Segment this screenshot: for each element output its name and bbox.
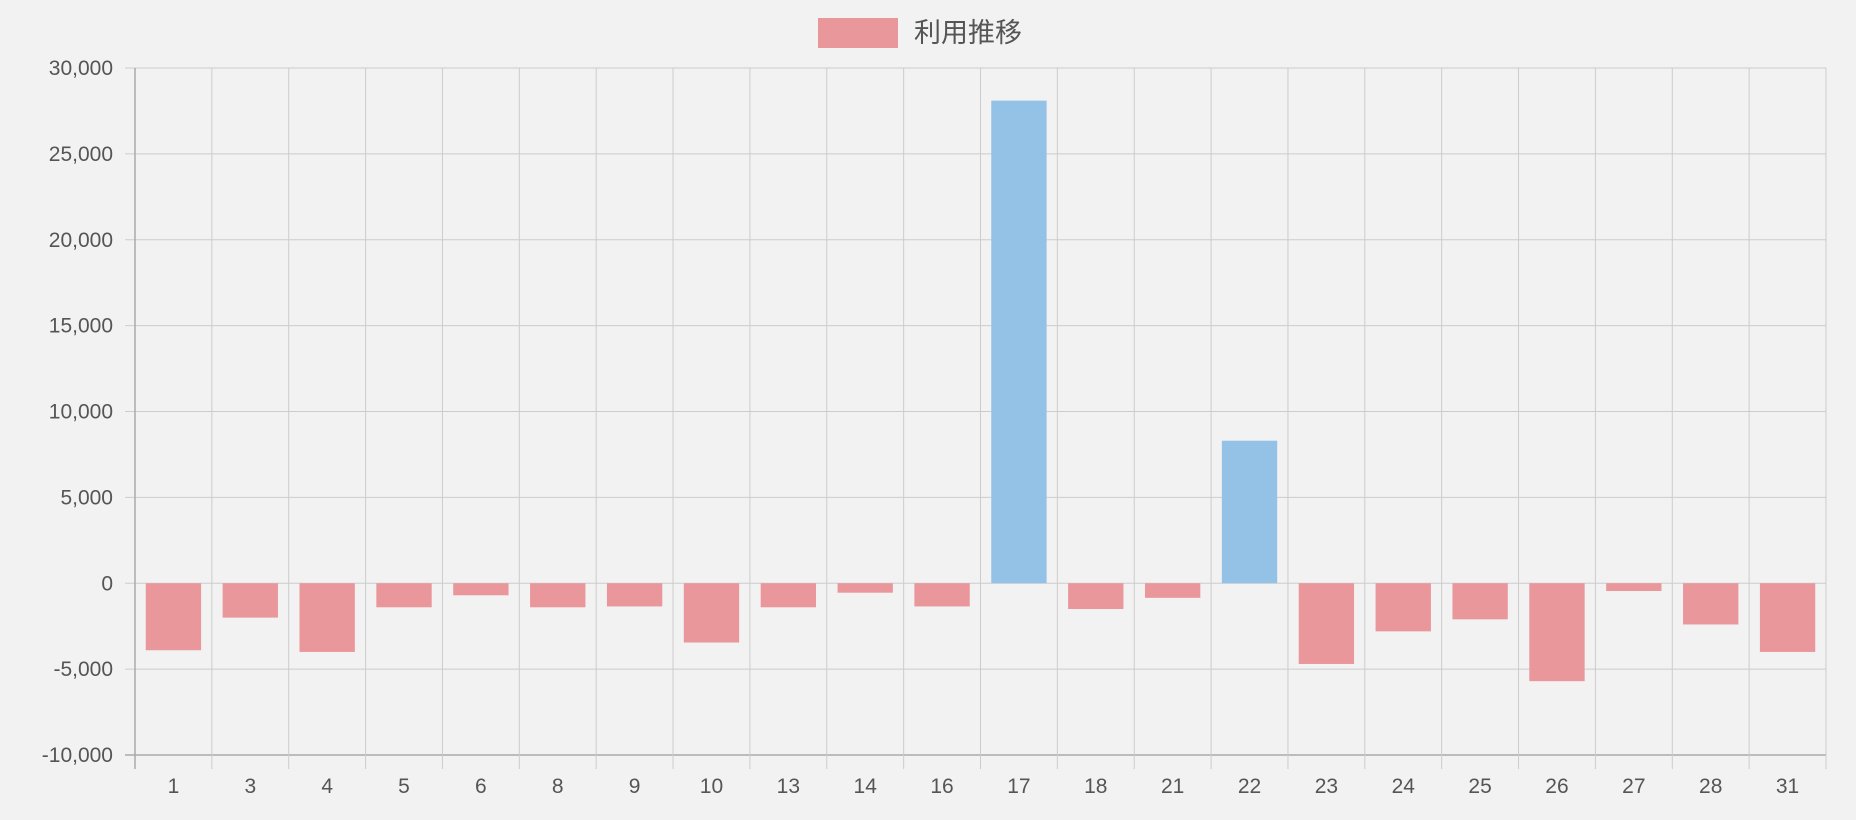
y-tick-label: -5,000 — [53, 658, 113, 681]
bar-14[interactable] — [837, 583, 893, 593]
grid-lines — [125, 67, 1827, 769]
bar-25[interactable] — [1452, 583, 1508, 620]
bar-21[interactable] — [1144, 583, 1201, 598]
bar-27[interactable] — [1606, 583, 1662, 591]
x-tick-label: 10 — [700, 775, 723, 798]
x-tick-label: 22 — [1238, 775, 1261, 798]
bar-1[interactable] — [145, 583, 202, 651]
bar-26[interactable] — [1529, 583, 1585, 682]
x-tick-label: 1 — [168, 775, 180, 798]
y-axis-tick-labels: -10,000 -5,000 0 5,000 10,000 15,000 20,000 25,… — [42, 57, 113, 767]
bar-22[interactable] — [1221, 440, 1278, 584]
bar-16[interactable] — [914, 583, 970, 607]
x-tick-label: 8 — [552, 775, 564, 798]
x-tick-label: 16 — [930, 775, 953, 798]
bar-31[interactable] — [1759, 583, 1816, 652]
y-tick-label: 0 — [101, 572, 113, 595]
y-tick-label: 10,000 — [49, 401, 113, 424]
x-tick-label: 6 — [475, 775, 487, 798]
bar-9[interactable] — [606, 583, 663, 607]
bar-28[interactable] — [1683, 583, 1739, 625]
y-tick-label: -10,000 — [42, 744, 113, 767]
bar-18[interactable] — [1068, 583, 1124, 610]
x-tick-label: 3 — [244, 775, 256, 798]
x-tick-label: 24 — [1392, 775, 1416, 798]
bar-23[interactable] — [1298, 583, 1355, 664]
legend-label: 利用推移 — [914, 18, 1022, 48]
y-tick-label: 15,000 — [49, 315, 113, 338]
y-tick-label: 20,000 — [49, 229, 113, 252]
bar-8[interactable] — [530, 583, 586, 608]
y-tick-label: 30,000 — [49, 57, 113, 80]
x-tick-label: 4 — [321, 775, 333, 798]
bar-24[interactable] — [1375, 583, 1431, 632]
x-tick-label: 27 — [1622, 775, 1645, 798]
bar-13[interactable] — [760, 583, 817, 608]
bar-3[interactable] — [222, 583, 278, 618]
x-tick-label: 21 — [1161, 775, 1184, 798]
x-tick-label: 23 — [1315, 775, 1338, 798]
bar-5[interactable] — [376, 583, 432, 608]
x-tick-label: 14 — [854, 775, 878, 798]
x-axis-tick-labels: 1 3 4 5 6 8 9 10 13 14 16 17 18 21 22 23 24 25 26 27 28 31 — [168, 775, 1800, 798]
bar-6[interactable] — [453, 583, 509, 596]
x-tick-label: 28 — [1699, 775, 1722, 798]
bar-10[interactable] — [683, 583, 740, 643]
legend[interactable]: 利用推移 — [818, 18, 1022, 48]
y-tick-label: 5,000 — [60, 486, 113, 509]
x-tick-label: 9 — [629, 775, 641, 798]
x-tick-label: 13 — [777, 775, 800, 798]
x-tick-label: 18 — [1084, 775, 1107, 798]
bar-4[interactable] — [299, 583, 355, 652]
x-tick-label: 26 — [1545, 775, 1568, 798]
x-tick-label: 25 — [1468, 775, 1491, 798]
x-tick-label: 5 — [398, 775, 410, 798]
bar-17[interactable] — [991, 100, 1047, 584]
bars — [145, 100, 1816, 682]
legend-swatch — [818, 18, 898, 48]
x-tick-label: 31 — [1776, 775, 1799, 798]
y-tick-label: 25,000 — [49, 143, 113, 166]
x-tick-label: 17 — [1007, 775, 1030, 798]
